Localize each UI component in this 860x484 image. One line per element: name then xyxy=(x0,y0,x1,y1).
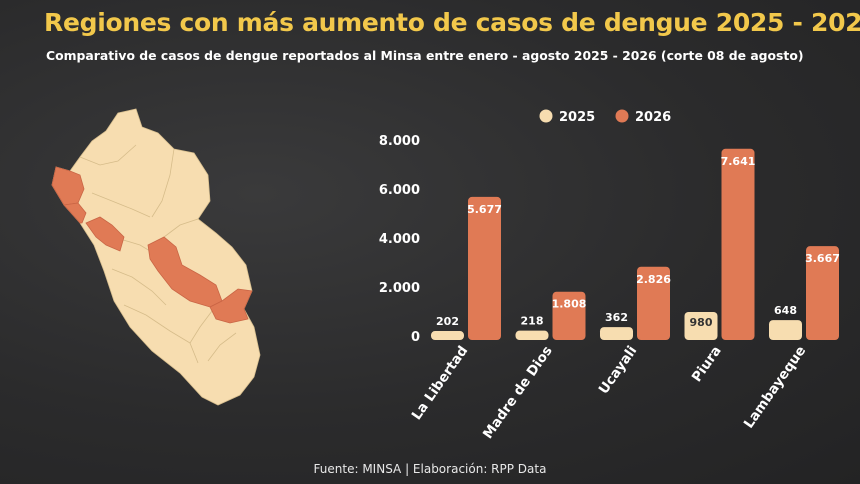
map-region-lambayeque xyxy=(63,202,87,224)
chart-subtitle: Comparativo de casos de dengue reportado… xyxy=(46,48,804,63)
legend: 2025 2026 xyxy=(539,109,671,125)
x-axis: La Libertad Madre de Dios Ucayali Piura Lamb… xyxy=(409,343,810,442)
map-region-madre-de-dios xyxy=(209,288,253,324)
y-tick-label: 6.000 xyxy=(379,183,420,198)
data-label: 218 xyxy=(521,315,544,328)
y-axis: 0 2.000 4.000 6.000 8.000 xyxy=(379,134,420,345)
legend-marker-2026 xyxy=(615,109,629,123)
map-region-la-libertad xyxy=(85,216,125,252)
x-category-label: Piura xyxy=(689,343,725,385)
x-category-label: La Libertad xyxy=(409,343,472,423)
x-category-label: Lambayeque xyxy=(741,343,809,431)
data-label: 648 xyxy=(774,304,797,317)
bar-2025-piura xyxy=(684,311,718,340)
bar-2026-piura xyxy=(721,148,755,340)
data-label: 980 xyxy=(690,316,713,329)
legend-label-2025: 2025 xyxy=(559,110,595,125)
data-label: 1.808 xyxy=(552,298,587,311)
y-tick-label: 0 xyxy=(411,330,420,345)
legend-label-2026: 2026 xyxy=(635,110,671,125)
data-label: 202 xyxy=(436,315,459,328)
data-label: 7.641 xyxy=(721,155,756,168)
peru-map-highlighted-regions xyxy=(51,166,253,324)
y-tick-label: 4.000 xyxy=(379,232,420,247)
x-category-label: Madre de Dios xyxy=(480,343,556,442)
peru-map xyxy=(51,108,261,406)
chart-title: Regiones con más aumento de casos de den… xyxy=(44,8,860,37)
bar-2025-la-libertad xyxy=(431,331,464,340)
bars: 202 5.677 218 1.808 362 2.826 980 7.641 648 3.667 xyxy=(431,148,840,340)
bar-2026-ucayali xyxy=(637,266,670,340)
data-label: 2.826 xyxy=(636,273,671,286)
bar-2026-madre-de-dios xyxy=(552,291,586,340)
y-tick-label: 8.000 xyxy=(379,134,420,149)
bar-2026-lambayeque xyxy=(806,246,839,340)
data-label: 362 xyxy=(605,311,628,324)
data-label: 5.677 xyxy=(467,203,502,216)
y-tick-label: 2.000 xyxy=(379,281,420,296)
bar-2025-ucayali xyxy=(600,327,633,340)
bar-2025-madre-de-dios xyxy=(515,330,549,340)
bar-2025-lambayeque xyxy=(769,320,802,340)
source-footer: Fuente: MINSA | Elaboración: RPP Data xyxy=(313,462,547,476)
legend-marker-2025 xyxy=(539,109,553,123)
bar-2026-la-libertad xyxy=(468,196,501,340)
x-category-label: Ucayali xyxy=(596,343,641,397)
data-label: 3.667 xyxy=(805,252,840,265)
